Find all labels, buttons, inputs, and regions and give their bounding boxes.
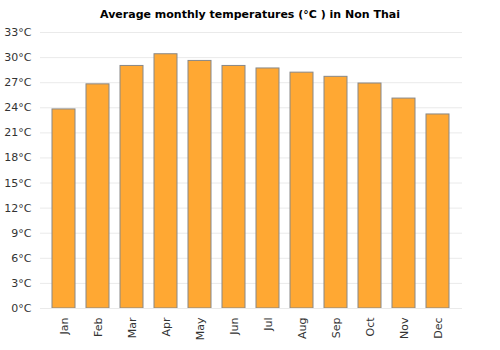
svg-text:15°C: 15°C <box>4 177 31 190</box>
svg-text:6°C: 6°C <box>11 252 31 265</box>
svg-text:May: May <box>194 317 207 340</box>
svg-text:21°C: 21°C <box>4 126 31 139</box>
svg-text:9°C: 9°C <box>11 227 31 240</box>
svg-text:Aug: Aug <box>296 318 309 339</box>
svg-text:Sep: Sep <box>330 317 343 338</box>
svg-text:24°C: 24°C <box>4 101 31 114</box>
svg-text:33°C: 33°C <box>4 26 31 39</box>
svg-text:Jul: Jul <box>262 318 275 332</box>
svg-text:Oct: Oct <box>364 317 377 337</box>
svg-text:12°C: 12°C <box>4 202 31 215</box>
svg-text:Dec: Dec <box>432 318 445 339</box>
svg-text:Mar: Mar <box>126 317 139 338</box>
svg-text:3°C: 3°C <box>11 277 31 290</box>
svg-text:Apr: Apr <box>160 317 173 337</box>
svg-text:18°C: 18°C <box>4 151 31 164</box>
html-text:Average monthly temperatures (: Average monthly temperatures (°C ) in No… <box>100 8 400 21</box>
svg-text:Jan: Jan <box>58 317 71 335</box>
svg-text:27°C: 27°C <box>4 76 31 89</box>
svg-text:Nov: Nov <box>398 317 411 339</box>
svg-text:30°C: 30°C <box>4 51 31 64</box>
svg-text:Feb: Feb <box>92 317 105 336</box>
svg-text:Jun: Jun <box>228 317 241 335</box>
svg-text:0°C: 0°C <box>11 302 31 315</box>
